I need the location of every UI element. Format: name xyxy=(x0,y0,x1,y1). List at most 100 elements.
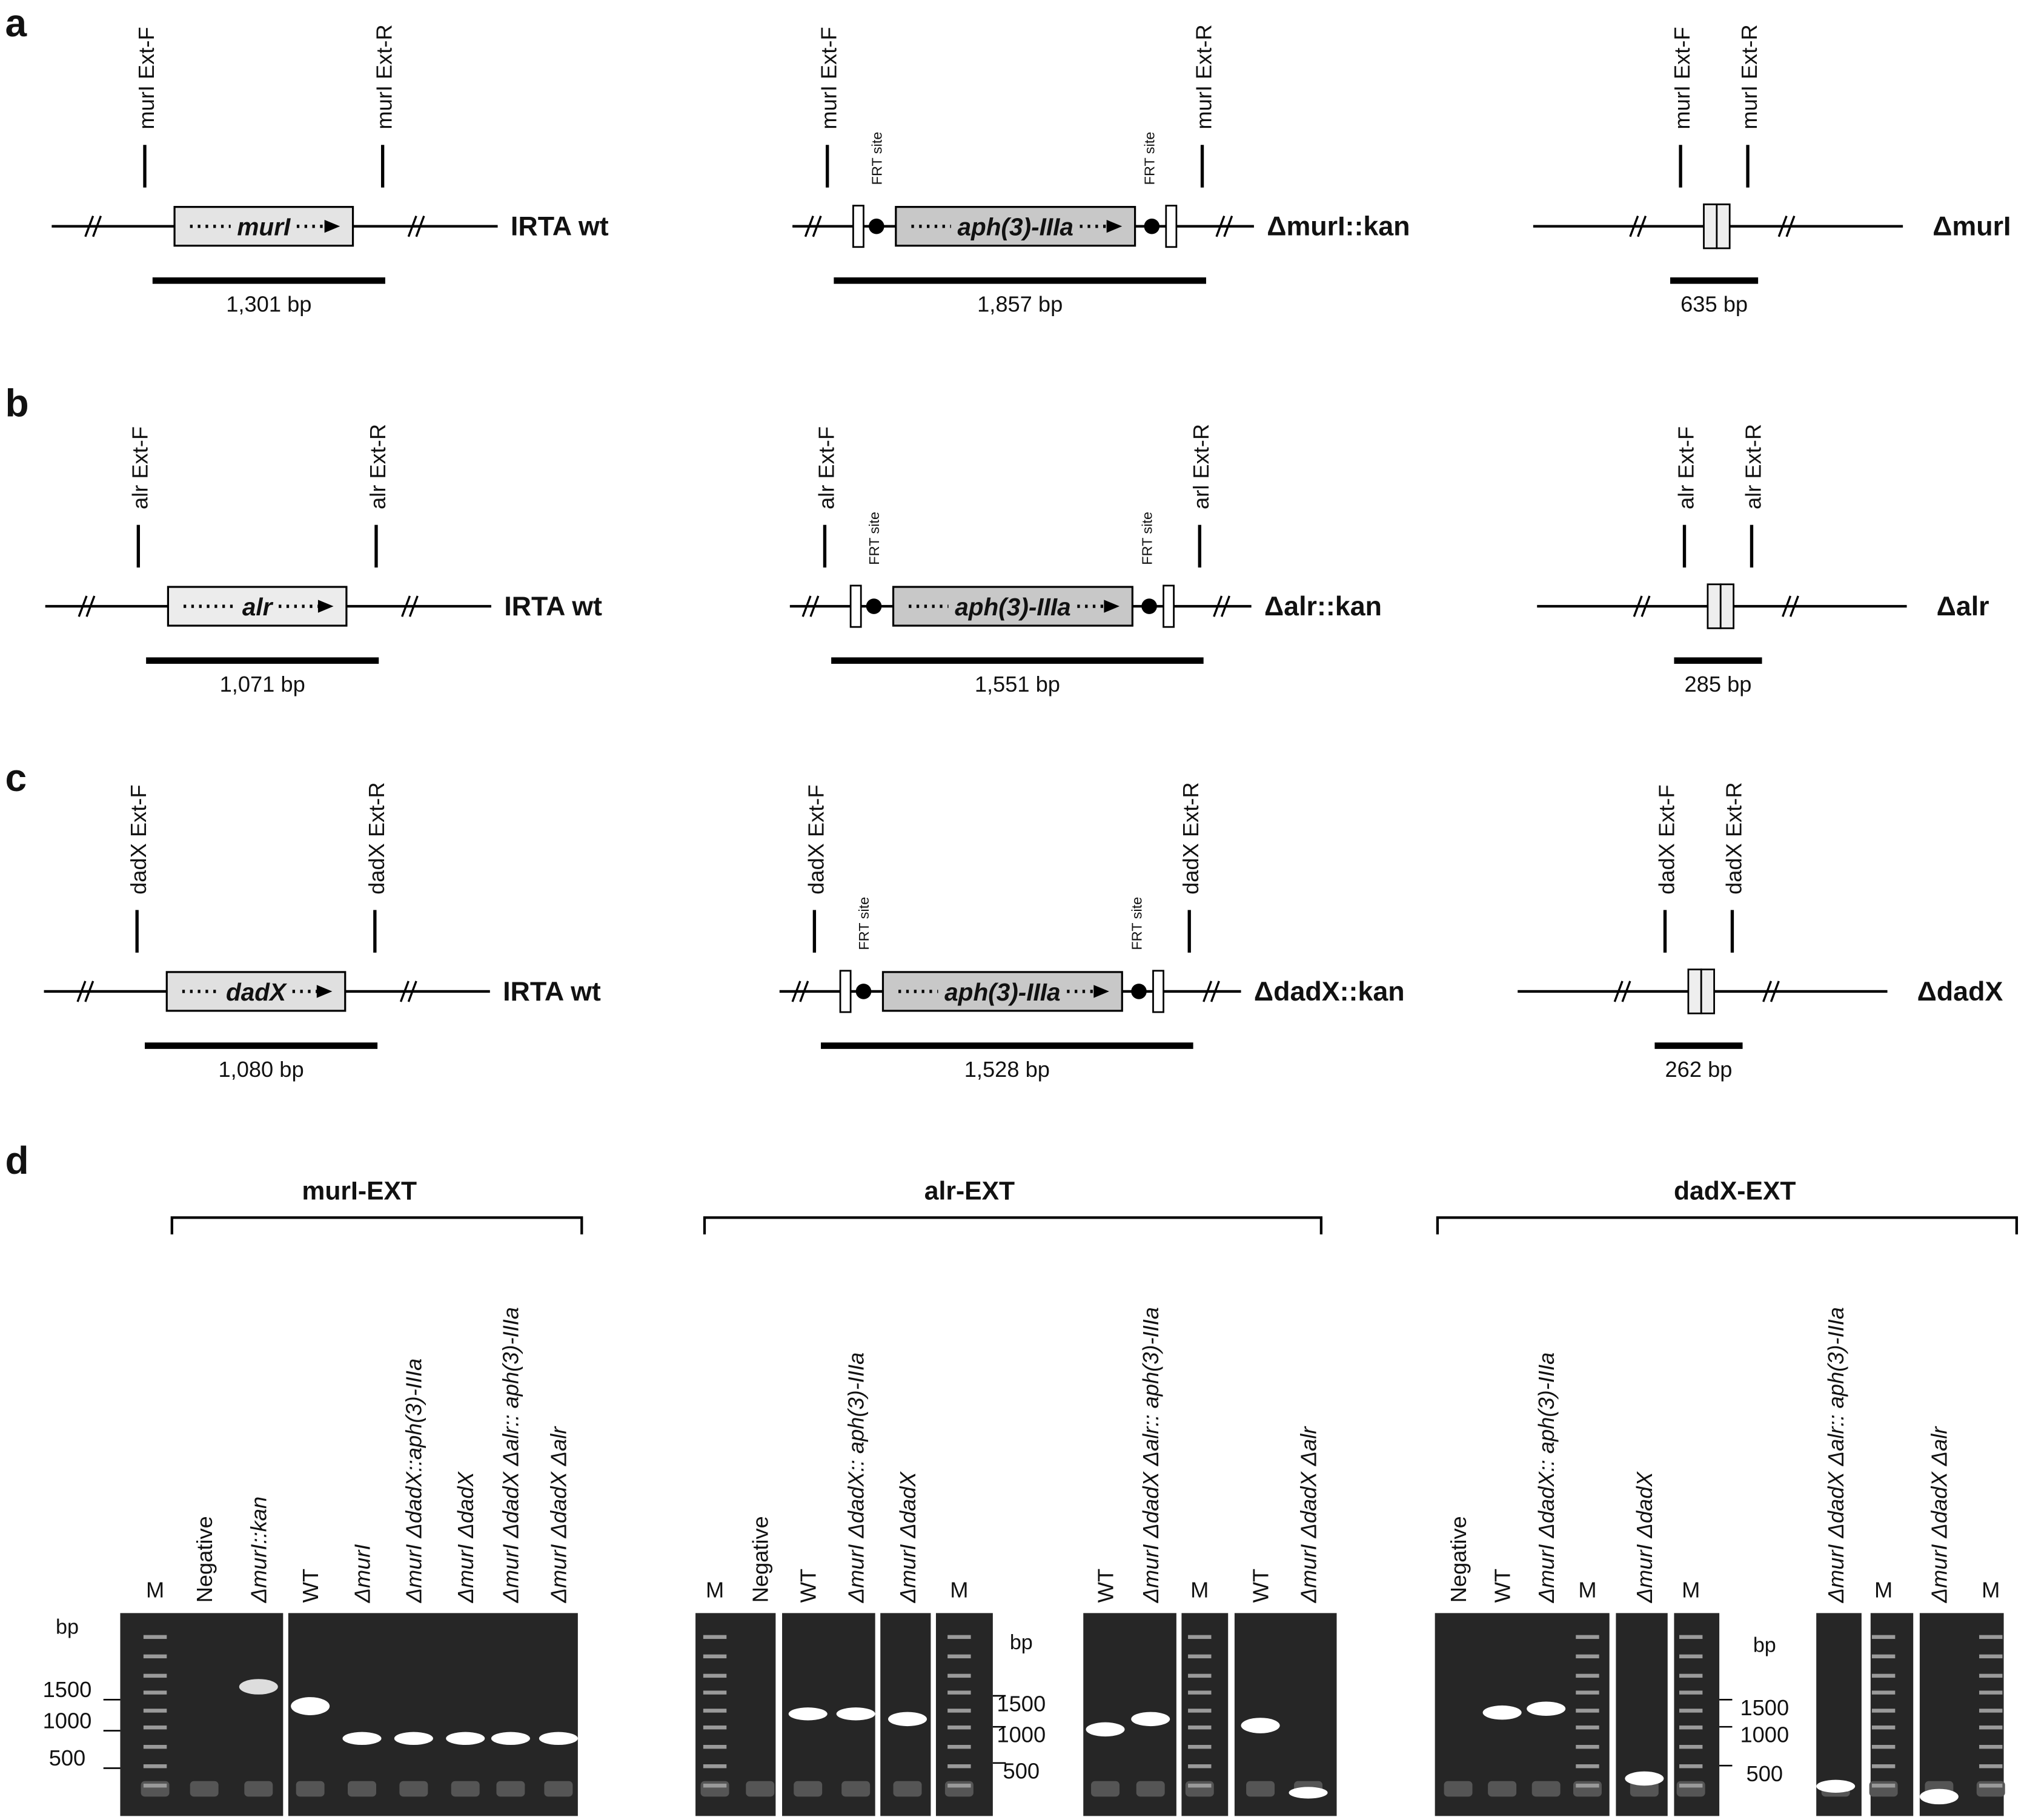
ladder-band xyxy=(1871,1654,1896,1659)
frt-label: FRT site xyxy=(856,897,872,950)
break-mark xyxy=(1637,215,1647,237)
ladder-band xyxy=(1871,1764,1896,1769)
lane-label: ΔmurI ΔdadX Δalr xyxy=(1296,1426,1321,1604)
strain-label: ΔmurI xyxy=(1932,211,2011,242)
scar-box xyxy=(1707,583,1722,629)
strain-label: ΔdadX xyxy=(1917,976,2003,1007)
gel-well xyxy=(794,1781,823,1797)
lane-label: M xyxy=(1874,1578,1893,1603)
break-mark xyxy=(1789,595,1799,617)
gene-label: aph(3)-IIIa xyxy=(957,213,1073,241)
amplicon-size: 1,301 bp xyxy=(226,291,311,316)
frt-label: FRT site xyxy=(1139,512,1155,565)
lane-label: WT xyxy=(1093,1569,1118,1603)
frt-dot xyxy=(1131,984,1147,999)
gel-band xyxy=(788,1707,828,1721)
ladder-band xyxy=(1576,1690,1599,1695)
strain-label: ΔdadX::kan xyxy=(1254,976,1405,1007)
ladder-band xyxy=(143,1726,167,1730)
amplicon-size: 1,071 bp xyxy=(220,672,305,697)
lane-label: ΔmurI xyxy=(350,1544,374,1603)
group-bracket xyxy=(170,1216,583,1235)
gel-well xyxy=(746,1781,775,1797)
break-mark xyxy=(407,981,417,1002)
ladder-band xyxy=(947,1784,971,1788)
ladder-band xyxy=(947,1709,971,1713)
arrow-head xyxy=(1104,600,1120,613)
arrow-head xyxy=(1106,219,1123,233)
ladder-size: 500 xyxy=(49,1746,86,1770)
ladder-band xyxy=(703,1709,727,1713)
ladder-band xyxy=(1979,1690,2003,1695)
arrow-head xyxy=(316,985,333,998)
gel-band xyxy=(1482,1705,1522,1720)
gel-well xyxy=(244,1781,273,1797)
primer-label: alr Ext-R xyxy=(1740,424,1765,509)
break-mark xyxy=(84,981,95,1002)
ladder-band xyxy=(1188,1654,1212,1659)
scar-box xyxy=(1703,203,1718,250)
lane-label: Negative xyxy=(1446,1516,1471,1603)
ladder-size: 1500 xyxy=(1740,1695,1789,1720)
strain-label: IRTA wt xyxy=(503,976,601,1007)
ladder-band xyxy=(947,1654,971,1659)
primer-label: dadX Ext-F xyxy=(126,784,151,894)
break-mark xyxy=(1629,215,1639,237)
gel-well xyxy=(944,1781,974,1797)
gel-well xyxy=(1488,1781,1517,1797)
gel-band xyxy=(1919,1789,1959,1805)
ladder-band xyxy=(1871,1690,1896,1695)
ladder-band xyxy=(1679,1673,1703,1678)
primer-label: alr Ext-F xyxy=(814,426,838,509)
ladder-band xyxy=(947,1690,971,1695)
gene-label: murI xyxy=(237,213,291,241)
frt-box xyxy=(839,970,852,1013)
gel-well xyxy=(1246,1781,1275,1797)
gel-well xyxy=(1976,1781,2005,1797)
break-mark xyxy=(399,981,410,1002)
gene-label: dadX xyxy=(226,978,288,1006)
frt-box xyxy=(852,205,864,248)
frt-box xyxy=(849,584,862,628)
break-mark xyxy=(799,981,809,1002)
lane-label: ΔmurI ΔdadX xyxy=(895,1471,920,1604)
ladder-band xyxy=(1576,1726,1599,1730)
gel-well xyxy=(190,1781,219,1797)
gel-band xyxy=(342,1732,382,1746)
gel-well xyxy=(544,1781,573,1797)
frt-dot xyxy=(1144,218,1160,234)
ladder-band xyxy=(1871,1673,1896,1678)
break-mark xyxy=(809,595,820,617)
gel-group-title: murI-EXT xyxy=(302,1177,417,1206)
ladder-band xyxy=(1188,1726,1212,1730)
ladder-band xyxy=(947,1764,971,1769)
arrow-head xyxy=(1093,985,1109,998)
ladder-band xyxy=(1576,1745,1599,1749)
primer-label: murI Ext-R xyxy=(1191,24,1216,129)
gel-well xyxy=(1136,1781,1165,1797)
ladder-band xyxy=(1979,1784,2003,1788)
primer-label: dadX Ext-F xyxy=(803,784,828,894)
panel-letter: d xyxy=(5,1139,29,1182)
gel-image xyxy=(288,1613,578,1816)
ladder-band xyxy=(1188,1635,1212,1640)
break-mark xyxy=(1633,595,1643,617)
primer-label: arl Ext-R xyxy=(1189,424,1213,509)
ladder-band xyxy=(703,1654,727,1659)
ladder-size: 1000 xyxy=(1740,1722,1789,1747)
gene-label: aph(3)-IIIa xyxy=(955,593,1070,621)
primer-label: dadX Ext-R xyxy=(1721,782,1746,894)
strain-label: Δalr xyxy=(1937,591,1989,621)
break-mark xyxy=(812,215,822,237)
ladder-band xyxy=(1679,1764,1703,1769)
break-mark xyxy=(401,595,411,617)
amplicon-size: 635 bp xyxy=(1680,291,1748,316)
gel-band xyxy=(1241,1718,1280,1733)
lane-label: ΔmurI ΔdadX Δalr xyxy=(546,1426,571,1604)
gel-well xyxy=(1091,1781,1120,1797)
primer-label: alr Ext-F xyxy=(1673,426,1698,509)
ladder-size: 500 xyxy=(1003,1759,1040,1784)
ladder-band xyxy=(1679,1654,1703,1659)
break-mark xyxy=(1770,981,1780,1002)
